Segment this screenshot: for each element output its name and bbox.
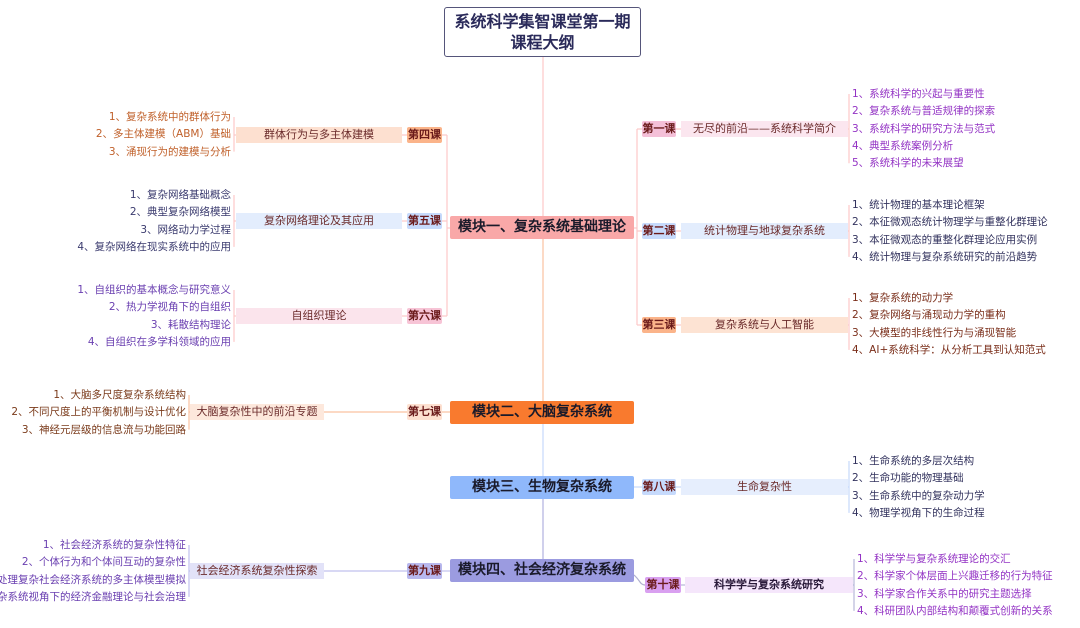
- module-4-branch: [633, 574, 646, 586]
- lesson-4-bullet[interactable]: 1、复杂系统中的群体行为: [108, 111, 231, 123]
- lesson-4-label[interactable]: 第四课: [407, 127, 442, 143]
- lesson-5-label[interactable]: 第五课: [407, 213, 442, 229]
- lesson-4-bullet[interactable]: 2、多主体建模（ABM）基础: [95, 128, 231, 141]
- lesson-5-topic[interactable]: 复杂网络理论及其应用: [236, 213, 402, 229]
- lesson-5-bullet[interactable]: 1、复杂网络基础概念: [129, 189, 231, 201]
- title-line-1: 系统科学集智课堂第一期: [454, 12, 631, 31]
- bullet-bracket: [233, 290, 236, 342]
- lesson-8-label[interactable]: 第八课: [642, 479, 676, 495]
- lesson-6-bullet[interactable]: 2、热力学视角下的自组织: [108, 301, 231, 314]
- lesson-1-label[interactable]: 第一课: [642, 121, 676, 137]
- lesson-8-bullet[interactable]: 1、生命系统的多层次结构: [852, 455, 975, 467]
- lesson-6-bullet[interactable]: 3、耗散结构理论: [150, 318, 231, 331]
- lesson-7-topic[interactable]: 大脑复杂性中的前沿专题: [190, 404, 324, 420]
- lesson-6-bullet[interactable]: 1、自组织的基本概念与研究意义: [77, 284, 231, 296]
- module-3-node[interactable]: 模块三、生物复杂系统: [450, 476, 634, 499]
- lesson-5-bullet[interactable]: 4、复杂网络在现实系统中的应用: [77, 240, 231, 253]
- module-1-branch: [634, 128, 642, 326]
- lesson-7-bullet[interactable]: 2、不同尺度上的平衡机制与设计优化: [11, 406, 186, 419]
- lesson-2-label[interactable]: 第二课: [642, 223, 676, 239]
- bullet-bracket: [188, 545, 190, 597]
- bullet-bracket: [848, 94, 850, 164]
- bullet-bracket: [848, 298, 850, 350]
- lesson-9-label[interactable]: 第九课: [407, 563, 442, 579]
- lesson-8-bullet[interactable]: 2、生命功能的物理基础: [852, 472, 964, 485]
- lesson-1-bullet[interactable]: 5、系统科学的未来展望: [852, 157, 964, 170]
- lesson-9-bullet[interactable]: 3、处理复杂社会经济系统的多主体模型模拟: [0, 573, 186, 586]
- lesson-2-bullet[interactable]: 1、统计物理的基本理论框架: [852, 199, 985, 211]
- mindmap-root-title[interactable]: 系统科学集智课堂第一期 课程大纲: [444, 7, 641, 57]
- lesson-2-bullet[interactable]: 2、本征微观态统计物理学与重整化群理论: [852, 216, 1048, 229]
- lesson-7-bullet[interactable]: 3、神经元层级的信息流与功能回路: [21, 423, 186, 436]
- lesson-1-bullet[interactable]: 3、系统科学的研究方法与范式: [852, 122, 996, 135]
- lesson-10-bullet[interactable]: 1、科学学与复杂系统理论的交汇: [857, 553, 1011, 565]
- bullet-bracket: [233, 117, 236, 152]
- lesson-10-topic[interactable]: 科学学与复杂系统研究: [685, 577, 853, 593]
- lesson-9-bullet[interactable]: 1、社会经济系统的复杂性特征: [42, 539, 186, 551]
- lesson-2-bullet[interactable]: 4、统计物理与复杂系统研究的前沿趋势: [852, 250, 1038, 263]
- lesson-5-bullet[interactable]: 2、典型复杂网络模型: [129, 206, 231, 219]
- module-2-node[interactable]: 模块二、大脑复杂系统: [450, 401, 634, 424]
- lesson-8-bullet[interactable]: 4、物理学视角下的生命过程: [852, 506, 985, 519]
- lesson-1-bullet[interactable]: 4、典型系统案例分析: [852, 139, 954, 152]
- lesson-3-bullet[interactable]: 1、复杂系统的动力学: [852, 292, 954, 304]
- lesson-4-bullet[interactable]: 3、涌现行为的建模与分析: [108, 145, 231, 158]
- lesson-9-bullet[interactable]: 2、个体行为和个体间互动的复杂性: [21, 556, 186, 569]
- lesson-9-topic[interactable]: 社会经济系统复杂性探索: [190, 563, 324, 579]
- lesson-7-label[interactable]: 第七课: [407, 404, 442, 420]
- lesson-6-bullet[interactable]: 4、自组织在多学科领域的应用: [87, 335, 231, 348]
- lesson-8-topic[interactable]: 生命复杂性: [681, 479, 848, 495]
- lesson-1-topic[interactable]: 无尽的前沿——系统科学简介: [681, 121, 848, 137]
- title-line-2: 课程大纲: [510, 33, 575, 52]
- bullet-bracket: [188, 395, 190, 430]
- lesson-1-bullet[interactable]: 1、系统科学的兴起与重要性: [852, 88, 985, 100]
- lesson-6-topic[interactable]: 自组织理论: [236, 308, 402, 324]
- lesson-5-bullet[interactable]: 3、网络动力学过程: [140, 223, 231, 236]
- lesson-8-bullet[interactable]: 3、生命系统中的复杂动力学: [852, 489, 985, 502]
- lesson-10-bullet[interactable]: 2、科学家个体层面上兴趣迁移的行为特征: [857, 570, 1053, 583]
- lesson-3-topic[interactable]: 复杂系统与人工智能: [681, 317, 848, 333]
- lesson-3-bullet[interactable]: 2、复杂网络与涌现动力学的重构: [852, 309, 1006, 322]
- lesson-1-bullet[interactable]: 2、复杂系统与普适规律的探索: [852, 105, 996, 118]
- module-4-node[interactable]: 模块四、社会经济复杂系统: [450, 559, 634, 582]
- lesson-10-bullet[interactable]: 3、科学家合作关系中的研究主题选择: [857, 587, 1032, 600]
- lesson-7-bullet[interactable]: 1、大脑多尺度复杂系统结构: [53, 389, 186, 401]
- lesson-9-bullet[interactable]: 4、复杂系统视角下的经济金融理论与社会治理: [0, 590, 186, 603]
- lesson-4-topic[interactable]: 群体行为与多主体建模: [236, 127, 402, 143]
- bullet-bracket: [233, 195, 236, 247]
- bullet-bracket: [853, 559, 855, 611]
- module-1-branch: [442, 134, 450, 317]
- lesson-3-bullet[interactable]: 3、大模型的非线性行为与涌现智能: [852, 326, 1017, 339]
- bullet-bracket: [848, 205, 850, 257]
- lesson-2-bullet[interactable]: 3、本征微观态的重整化群理论应用实例: [852, 233, 1038, 246]
- lesson-6-label[interactable]: 第六课: [407, 308, 442, 324]
- bullet-bracket: [848, 461, 850, 513]
- lesson-10-bullet[interactable]: 4、科研团队内部结构和颠覆式创新的关系: [857, 604, 1053, 617]
- lesson-10-label[interactable]: 第十课: [645, 577, 681, 593]
- lesson-3-label[interactable]: 第三课: [642, 317, 676, 333]
- lesson-2-topic[interactable]: 统计物理与地球复杂系统: [681, 223, 848, 239]
- lesson-3-bullet[interactable]: 4、AI+系统科学：从分析工具到认知范式: [852, 343, 1046, 356]
- module-1-node[interactable]: 模块一、复杂系统基础理论: [450, 216, 634, 239]
